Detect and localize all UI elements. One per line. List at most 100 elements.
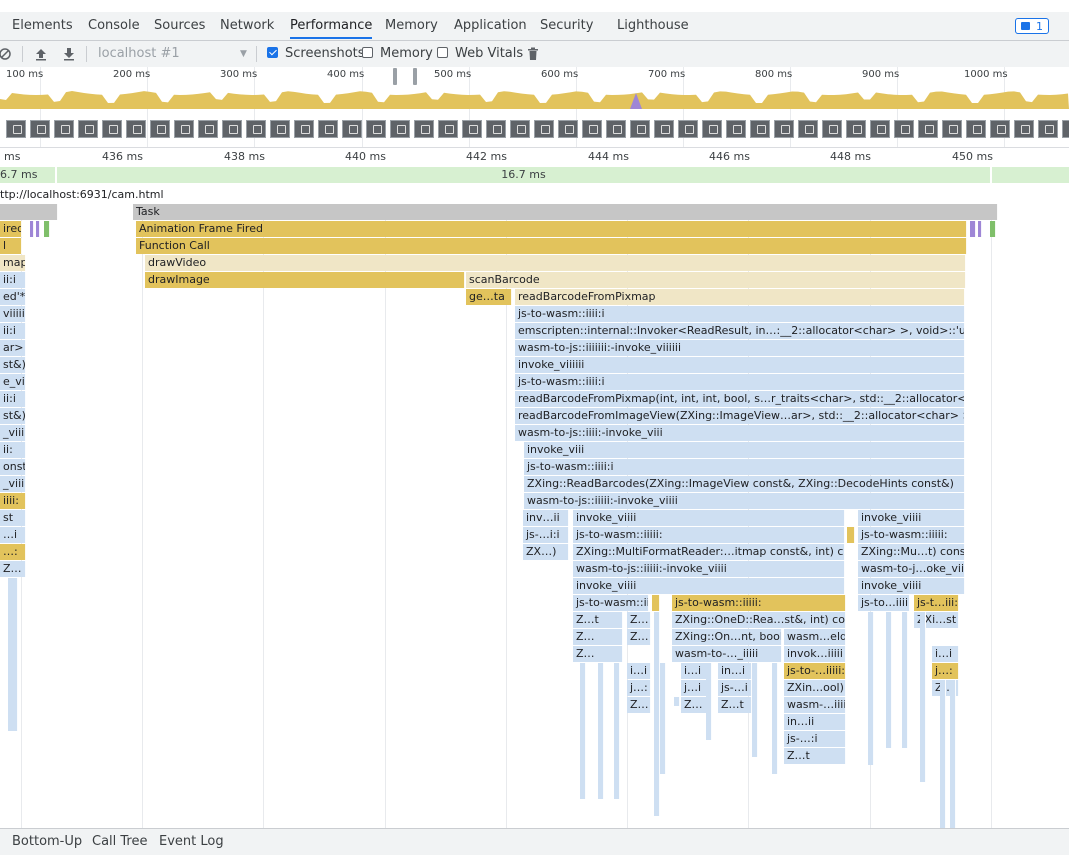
flame-slice[interactable]: ed'*) (0, 289, 26, 305)
flame-slice[interactable]: invoke_viiiiii (515, 357, 965, 373)
clear-icon[interactable] (0, 41, 14, 67)
flame-slice[interactable] (847, 527, 855, 543)
tab-security[interactable]: Security (540, 18, 594, 33)
screenshot-thumbnail[interactable] (822, 120, 842, 138)
flame-slice[interactable] (970, 221, 976, 237)
screenshot-thumbnail[interactable] (534, 120, 554, 138)
screenshot-thumbnail[interactable] (390, 120, 410, 138)
screenshot-thumbnail[interactable] (582, 120, 602, 138)
flame-slice[interactable] (886, 612, 892, 748)
screenshot-thumbnail[interactable] (870, 120, 890, 138)
screenshot-thumbnail[interactable] (30, 120, 50, 138)
flame-slice[interactable]: invoke_viiii (573, 510, 845, 526)
flame-slice[interactable]: j…i (681, 680, 707, 696)
frame-block[interactable] (992, 167, 1069, 183)
flame-slice[interactable] (868, 612, 874, 765)
flame-slice[interactable] (706, 663, 712, 740)
flame-slice[interactable]: Z…t (573, 612, 623, 628)
flame-slice[interactable]: Animation Frame Fired (136, 221, 967, 237)
tab-elements[interactable]: Elements (12, 18, 73, 33)
flame-slice[interactable]: wasm-to-js::iiiii:-invoke_viiii (524, 493, 965, 509)
flame-slice[interactable] (660, 663, 666, 774)
flame-slice[interactable] (652, 595, 660, 611)
flame-slice[interactable]: in…i (718, 663, 752, 679)
flame-slice[interactable]: wasm-to-js::iiiiiii:-invoke_viiiiii (515, 340, 965, 356)
flame-slice[interactable]: ii:i (0, 323, 26, 339)
screenshot-thumbnail[interactable] (270, 120, 290, 138)
flame-slice[interactable]: Z… (573, 646, 623, 662)
flame-slice[interactable] (674, 697, 680, 706)
flame-slice[interactable]: ii: (0, 442, 26, 458)
screenshot-thumbnail[interactable] (438, 120, 458, 138)
flame-slice[interactable]: invoke_viiii (858, 578, 965, 594)
flame-slice[interactable] (752, 663, 758, 757)
flame-slice[interactable]: …i (0, 527, 26, 543)
screenshot-thumbnail[interactable] (6, 120, 26, 138)
screenshot-thumbnail[interactable] (798, 120, 818, 138)
tab-network[interactable]: Network (220, 18, 275, 33)
flame-slice[interactable]: ii:i (0, 391, 26, 407)
screenshot-thumbnail[interactable] (222, 120, 242, 138)
webvitals-checkbox[interactable] (437, 47, 448, 58)
flame-slice[interactable]: wasm-to-…_iiiii (672, 646, 782, 662)
screenshot-thumbnail[interactable] (966, 120, 986, 138)
flame-slice[interactable]: viiiiii (0, 306, 26, 322)
tab-performance[interactable]: Performance (290, 12, 373, 39)
flame-slice[interactable]: ZX…) (523, 544, 569, 560)
flame-slice[interactable]: drawVideo (145, 255, 966, 271)
tab-application[interactable]: Application (454, 18, 527, 33)
download-icon[interactable] (62, 41, 76, 67)
flame-slice[interactable]: in…ii (784, 714, 846, 730)
flame-slice[interactable]: invoke_viiii (858, 510, 965, 526)
flame-slice[interactable]: Function Call (136, 238, 967, 254)
flame-slice[interactable]: _viiii (0, 476, 26, 492)
screenshot-thumbnail[interactable] (294, 120, 314, 138)
flame-slice[interactable] (772, 663, 778, 774)
flame-slice[interactable]: readBarcodeFromPixmap (515, 289, 965, 305)
flame-slice[interactable]: invoke_viiii (573, 578, 845, 594)
flame-slice[interactable]: js-…i (718, 680, 752, 696)
tab-console[interactable]: Console (88, 18, 140, 33)
screenshot-thumbnail[interactable] (1062, 120, 1069, 138)
flame-slice[interactable]: Z…t (784, 748, 846, 764)
screenshot-thumbnail[interactable] (462, 120, 482, 138)
flame-slice[interactable]: js-to…iiii: (858, 595, 910, 611)
flame-slice[interactable]: js-to-wasm::iiiii: (573, 527, 845, 543)
screenshot-thumbnail[interactable] (78, 120, 98, 138)
flame-slice[interactable]: js-t…iii: (914, 595, 959, 611)
flame-slice[interactable]: js-to-wasm::iiii:i (515, 306, 965, 322)
flame-slice[interactable]: ired (0, 221, 22, 237)
flame-slice[interactable] (598, 663, 604, 799)
flame-slice[interactable]: js-to-…iiiii: (784, 663, 846, 679)
flame-slice[interactable]: ar> >) (0, 340, 26, 356)
flame-slice[interactable] (978, 221, 982, 237)
screenshot-thumbnail[interactable] (1038, 120, 1058, 138)
flame-slice[interactable]: onst (0, 459, 26, 475)
flame-slice[interactable]: ZXing::ReadBarcodes(ZXing::ImageView con… (524, 476, 965, 492)
flame-slice[interactable]: js-to-wasm::iiii:i (524, 459, 965, 475)
flame-slice[interactable]: _viiii (0, 425, 26, 441)
flame-slice[interactable]: map (0, 255, 26, 271)
screenshot-thumbnail[interactable] (558, 120, 578, 138)
flame-slice[interactable]: ZXing::OneD::Rea…st&, int) const (672, 612, 846, 628)
selection-handle-left[interactable] (393, 68, 397, 85)
flame-slice[interactable]: readBarcodeFromPixmap(int, int, int, boo… (515, 391, 965, 407)
flame-slice[interactable]: i…i (932, 646, 959, 662)
flame-slice[interactable]: Task (133, 204, 998, 220)
tab-memory[interactable]: Memory (385, 18, 438, 33)
screenshot-thumbnail[interactable] (486, 120, 506, 138)
tab-lighthouse[interactable]: Lighthouse (617, 18, 689, 33)
screenshot-thumbnail[interactable] (102, 120, 122, 138)
flame-slice[interactable]: wasm-…iiii (784, 697, 846, 713)
screenshot-thumbnail[interactable] (54, 120, 74, 138)
flame-slice[interactable]: js-…:i (784, 731, 846, 747)
flame-slice[interactable]: drawImage (145, 272, 465, 288)
flame-slice[interactable]: Z… (573, 629, 623, 645)
screenshot-thumbnail[interactable] (414, 120, 434, 138)
frame-block[interactable]: 16.7 ms (57, 167, 990, 183)
flame-slice[interactable]: inv…ii (523, 510, 569, 526)
flame-slice[interactable]: ii:i (0, 272, 26, 288)
flame-slice[interactable] (940, 680, 946, 828)
flame-slice[interactable]: st&) (0, 408, 26, 424)
tab-event-log[interactable]: Event Log (159, 834, 224, 849)
